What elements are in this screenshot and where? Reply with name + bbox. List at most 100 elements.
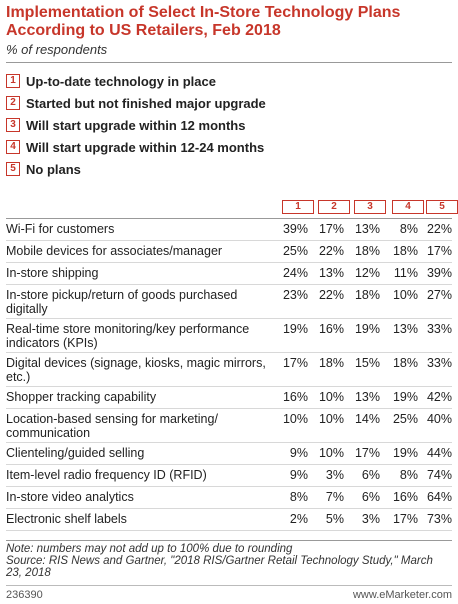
value-cell: 16% [392, 490, 418, 504]
value-cell: 3% [361, 512, 380, 526]
value-cell: 22% [318, 244, 344, 258]
value-cell: 19% [392, 446, 418, 460]
data-table: 1 2 3 4 5 Wi-Fi for customers 39% 17% 13% 8%… [6, 194, 458, 531]
value-cell: 19% [354, 322, 380, 336]
value-cell: 44% [426, 446, 452, 460]
chart-id: 236390 [6, 589, 43, 601]
legend-key-badge: 5 [6, 162, 20, 176]
row-label: Location-based sensing for marketing/ co… [6, 412, 218, 440]
legend-item: 5 No plans [6, 158, 266, 180]
value-cell: 23% [282, 288, 308, 302]
row-label: Real-time store monitoring/key performan… [6, 322, 250, 350]
legend-key-badge: 3 [6, 118, 20, 132]
value-cell: 18% [354, 244, 380, 258]
legend-label: No plans [26, 161, 81, 177]
value-cell: 19% [392, 390, 418, 404]
value-cell: 8% [289, 490, 308, 504]
column-header: 3 [354, 200, 386, 214]
row-label: In-store video analytics [6, 490, 134, 504]
value-cell: 16% [282, 390, 308, 404]
value-cell: 10% [318, 390, 344, 404]
value-cell: 74% [426, 468, 452, 482]
value-cell: 11% [393, 266, 418, 280]
value-cell: 8% [399, 468, 418, 482]
row-label: Mobile devices for associates/manager [6, 244, 223, 258]
value-cell: 10% [318, 446, 344, 460]
value-cell: 33% [426, 322, 452, 336]
value-cell: 73% [426, 512, 452, 526]
table-row: Mobile devices for associates/manager 25%… [6, 241, 452, 263]
table-row: In-store video analytics 8% 7% 6% 16% 64% [6, 487, 452, 509]
value-cell: 17% [282, 356, 308, 370]
legend-item: 3 Will start upgrade within 12 months [6, 114, 266, 136]
value-cell: 18% [318, 356, 344, 370]
note-text: Note: numbers may not add up to 100% due… [6, 543, 293, 555]
row-label: In-store shipping [6, 266, 99, 280]
table-row: Digital devices (signage, kiosks, magic … [6, 353, 452, 387]
value-cell: 40% [426, 412, 452, 426]
table-row: Clienteling/guided selling 9% 10% 17% 19% 44% [6, 443, 452, 465]
value-cell: 16% [318, 322, 344, 336]
value-cell: 39% [426, 266, 452, 280]
value-cell: 18% [392, 244, 418, 258]
table-row: Shopper tracking capability 16% 10% 13% 19% 4… [6, 387, 452, 409]
value-cell: 64% [426, 490, 452, 504]
row-label: Digital devices (signage, kiosks, magic … [6, 356, 266, 384]
value-cell: 6% [361, 468, 380, 482]
value-cell: 3% [325, 468, 344, 482]
column-header: 1 [282, 200, 314, 214]
footnote: Note: numbers may not add up to 100% due… [6, 543, 452, 579]
value-cell: 42% [426, 390, 452, 404]
legend-item: 1 Up-to-date technology in place [6, 70, 266, 92]
value-cell: 17% [354, 446, 380, 460]
value-cell: 13% [354, 222, 380, 236]
value-cell: 8% [399, 222, 418, 236]
column-header: 2 [318, 200, 350, 214]
value-cell: 10% [318, 412, 344, 426]
legend-label: Will start upgrade within 12-24 months [26, 139, 265, 155]
row-label: Wi-Fi for customers [6, 222, 115, 236]
column-header: 5 [426, 200, 458, 214]
brand-link[interactable]: www.eMarketer.com [352, 589, 452, 601]
value-cell: 9% [289, 468, 308, 482]
divider [6, 62, 452, 63]
value-cell: 2% [289, 512, 308, 526]
value-cell: 22% [318, 288, 344, 302]
divider [6, 585, 452, 586]
legend-label: Will start upgrade within 12 months [26, 117, 246, 133]
legend-item: 2 Started but not finished major upgrade [6, 92, 266, 114]
value-cell: 19% [282, 322, 308, 336]
value-cell: 39% [282, 222, 308, 236]
row-label: Shopper tracking capability [6, 390, 157, 404]
value-cell: 17% [426, 244, 452, 258]
table-row: In-store shipping 24% 13% 12% 11% 39% [6, 263, 452, 285]
value-cell: 25% [392, 412, 418, 426]
value-cell: 22% [426, 222, 452, 236]
value-cell: 5% [325, 512, 344, 526]
table-row: Wi-Fi for customers 39% 17% 13% 8% 22% [6, 219, 452, 241]
value-cell: 17% [318, 222, 344, 236]
table-row: Real-time store monitoring/key performan… [6, 319, 452, 353]
table-row: Electronic shelf labels 2% 5% 3% 17% 73% [6, 509, 452, 531]
value-cell: 9% [289, 446, 308, 460]
divider [6, 540, 452, 541]
value-cell: 18% [354, 288, 380, 302]
value-cell: 13% [318, 266, 344, 280]
value-cell: 25% [282, 244, 308, 258]
legend: 1 Up-to-date technology in place 2 Started… [6, 70, 266, 180]
legend-label: Started but not finished major upgrade [26, 95, 266, 111]
value-cell: 13% [354, 390, 380, 404]
value-cell: 10% [282, 412, 308, 426]
table-row: Item-level radio frequency ID (RFID) 9% 3%… [6, 465, 452, 487]
table-row: In-store pickup/return of goods purchase… [6, 285, 452, 319]
row-label: Clienteling/guided selling [6, 446, 145, 460]
table-body: Wi-Fi for customers 39% 17% 13% 8% 22% Mobile … [6, 219, 452, 531]
row-label: Electronic shelf labels [6, 512, 127, 526]
row-label: Item-level radio frequency ID (RFID) [6, 468, 207, 482]
column-header: 4 [392, 200, 424, 214]
value-cell: 17% [392, 512, 418, 526]
value-cell: 27% [426, 288, 452, 302]
table-row: Location-based sensing for marketing/ co… [6, 409, 452, 443]
legend-item: 4 Will start upgrade within 12-24 months [6, 136, 266, 158]
value-cell: 13% [392, 322, 418, 336]
